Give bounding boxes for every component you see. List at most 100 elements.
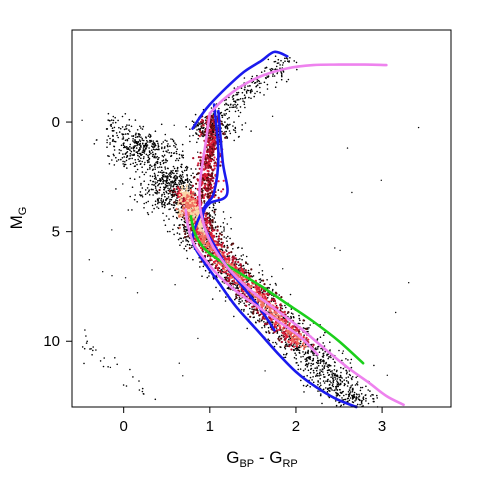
star-point [175, 159, 177, 162]
star-point [134, 165, 136, 167]
star-point [175, 202, 177, 204]
star-point [135, 171, 137, 173]
star-point [232, 106, 235, 108]
star-point [306, 356, 309, 359]
star-point [232, 255, 235, 258]
star-point [176, 157, 178, 160]
star-point [196, 141, 198, 144]
star-point [209, 159, 212, 162]
star-point [169, 230, 171, 233]
star-point [202, 265, 205, 268]
star-point [197, 172, 200, 175]
star-point [201, 173, 204, 177]
star-point [209, 215, 212, 217]
star-point [304, 358, 307, 361]
star-point [180, 237, 183, 240]
star-point [116, 160, 118, 162]
star-point [164, 180, 166, 182]
star-point [155, 156, 157, 159]
star-point [145, 144, 148, 147]
star-point [326, 365, 329, 368]
star-point [139, 154, 142, 156]
star-point [168, 201, 170, 204]
star-point [196, 188, 199, 191]
star-point [178, 226, 181, 229]
star-point [200, 236, 203, 239]
star-point [214, 147, 217, 150]
star-point [177, 238, 180, 241]
star-point [112, 122, 114, 124]
star-point [168, 182, 171, 185]
star-point [250, 90, 252, 92]
star-point [223, 236, 225, 238]
star-point [203, 232, 206, 236]
star-point [206, 144, 209, 147]
star-point [209, 222, 212, 225]
star-point [202, 239, 205, 242]
star-point [347, 382, 350, 384]
star-point [212, 168, 215, 172]
star-point [307, 369, 310, 372]
star-point [317, 380, 319, 382]
star-point [136, 163, 138, 166]
star-point [252, 312, 255, 315]
star-point [157, 207, 160, 210]
star-point [146, 212, 149, 214]
star-point [268, 287, 271, 289]
star-point [169, 185, 172, 187]
star-point [302, 355, 304, 358]
star-point [211, 229, 214, 233]
star-point [126, 155, 128, 157]
star-point [329, 380, 331, 383]
star-point [348, 389, 351, 391]
star-point [247, 263, 249, 265]
star-point [238, 297, 241, 299]
star-point [205, 224, 208, 227]
star-point [243, 310, 245, 312]
star-point [199, 234, 202, 237]
star-point [237, 294, 239, 297]
star-point [162, 180, 165, 182]
star-point [156, 160, 159, 163]
star-point [117, 159, 120, 161]
star-point [113, 164, 116, 166]
star-point [236, 107, 238, 109]
star-point [106, 139, 108, 141]
star-point [134, 136, 137, 139]
star-point [315, 369, 318, 372]
star-point [122, 138, 125, 140]
star-point [270, 69, 272, 72]
star-point [234, 100, 237, 102]
star-point [206, 254, 209, 257]
star-point [253, 308, 256, 311]
star-point [323, 345, 326, 347]
star-point [246, 280, 249, 283]
star-point [341, 392, 343, 394]
star-point [238, 275, 241, 278]
star-point [202, 177, 205, 180]
star-point [213, 137, 216, 140]
star-point [219, 270, 222, 273]
star-point [234, 103, 236, 106]
star-point [292, 344, 295, 346]
star-point [273, 60, 276, 63]
star-point [299, 319, 301, 322]
star-point [328, 373, 331, 376]
star-point [329, 370, 332, 373]
star-point [338, 349, 340, 352]
star-point [206, 169, 209, 172]
star-point [129, 143, 132, 146]
star-point [254, 92, 256, 95]
star-point [263, 70, 266, 72]
star-point [288, 338, 290, 341]
star-point [143, 207, 145, 209]
star-point [309, 372, 312, 374]
star-point [167, 143, 169, 145]
star-point [254, 286, 257, 289]
star-point [313, 371, 315, 374]
star-point [149, 136, 151, 138]
star-point [309, 386, 312, 388]
star-point [290, 308, 293, 310]
star-point [106, 146, 108, 148]
star-point [284, 341, 287, 344]
